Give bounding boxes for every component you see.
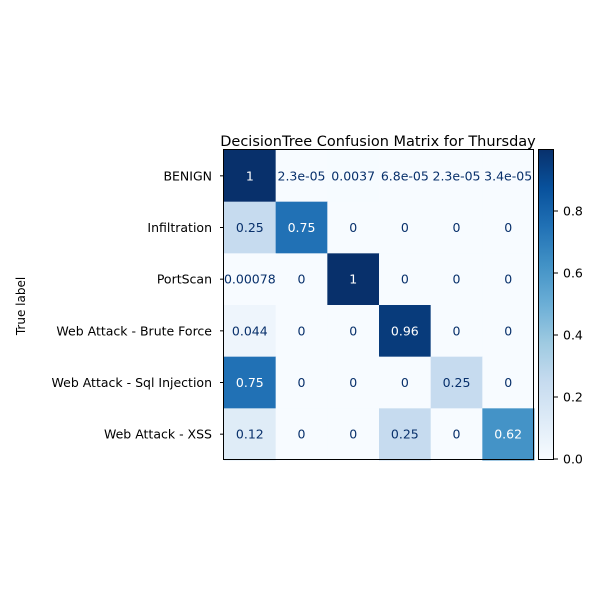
heatmap-cell [224, 150, 277, 203]
heatmap-cell [482, 201, 535, 254]
heatmap-cell [430, 356, 483, 409]
heatmap-cell [327, 201, 380, 254]
cell-value-label: 0.00078 [224, 272, 276, 287]
cell-value-label: 2.3e-05 [278, 168, 326, 183]
cell-value-label: 0.0037 [331, 168, 375, 183]
cell-labels: 1 2.3e-05 0.0037 6.8e-05 2.3e-05 3.4e-050.25 0… [224, 168, 532, 441]
heatmap-cell [224, 305, 277, 358]
heatmap-cell [379, 305, 432, 358]
cell-value-label: 0 [504, 272, 512, 287]
cell-value-label: 0 [453, 272, 461, 287]
heatmap-cell [430, 253, 483, 306]
cell-value-label: 0 [349, 323, 357, 338]
cell-value-label: 0.62 [494, 427, 522, 442]
heatmap-cell [275, 150, 328, 203]
colorbar-tick-label: 0.4 [563, 328, 583, 343]
heatmap-cell [224, 408, 277, 461]
colorbar-frame [538, 149, 554, 460]
colorbar-ticks: 0.0 0.2 0.4 0.6 0.8 [554, 204, 583, 467]
heatmap-cell [482, 408, 535, 461]
heatmap-cell [430, 305, 483, 358]
cell-value-label: 0 [349, 375, 357, 390]
heatmap-cell [430, 150, 483, 203]
heatmap-cell [430, 201, 483, 254]
cell-value-label: 0 [298, 323, 306, 338]
cell-value-label: 0 [298, 427, 306, 442]
cell-value-label: 0 [453, 427, 461, 442]
y-axis-label: True label [14, 277, 28, 336]
cell-value-label: 2.3e-05 [433, 168, 481, 183]
cell-value-label: 0 [504, 220, 512, 235]
colorbar-tick-label: 0.6 [563, 266, 583, 281]
heatmap-cell [327, 253, 380, 306]
y-tick-label: PortScan [157, 272, 212, 287]
cell-value-label: 1 [246, 168, 254, 183]
heatmap-cell [430, 408, 483, 461]
cell-value-label: 0 [349, 220, 357, 235]
y-tick-label: Web Attack - XSS [104, 427, 212, 442]
cell-value-label: 0 [298, 272, 306, 287]
heatmap-cell [327, 408, 380, 461]
chart-title: DecisionTree Confusion Matrix for Thursd… [220, 134, 536, 150]
heatmap-cell [275, 356, 328, 409]
heatmap-cell [482, 356, 535, 409]
cell-value-label: 0.12 [236, 427, 264, 442]
cell-value-label: 0.75 [236, 375, 264, 390]
y-tick-label: Web Attack - Sql Injection [52, 375, 213, 390]
cell-value-label: 0.044 [232, 323, 268, 338]
cell-value-label: 0 [401, 375, 409, 390]
heatmap-cell [482, 305, 535, 358]
cell-value-label: 0 [504, 375, 512, 390]
colorbar-tick-label: 0.0 [563, 452, 583, 467]
heatmap-cell [224, 356, 277, 409]
heatmap-cells [224, 150, 535, 461]
cell-value-label: 0 [453, 323, 461, 338]
cell-value-label: 0 [504, 323, 512, 338]
heatmap-cell [275, 253, 328, 306]
colorbar-tick-label: 0.2 [563, 390, 583, 405]
heatmap-cell [482, 150, 535, 203]
cell-value-label: 0 [298, 375, 306, 390]
heatmap-cell [275, 201, 328, 254]
heatmap-cell [275, 408, 328, 461]
heatmap-cell [379, 150, 432, 203]
cell-value-label: 0 [453, 220, 461, 235]
heatmap-cell [379, 408, 432, 461]
heatmap-cell [379, 356, 432, 409]
heatmap-cell [224, 201, 277, 254]
heatmap-cell [224, 253, 277, 306]
heatmap-cell [482, 253, 535, 306]
colorbar-tick-label: 0.8 [563, 204, 583, 219]
cell-value-label: 0.96 [391, 323, 419, 338]
cell-value-label: 0 [401, 220, 409, 235]
cell-value-label: 0.25 [391, 427, 419, 442]
heatmap-frame [223, 149, 534, 460]
heatmap-cell [379, 201, 432, 254]
y-tick-label: Infiltration [147, 220, 212, 235]
y-axis-ticks: BENIGN Infiltration PortScan Web Attack - B… [52, 168, 224, 442]
y-tick-label: BENIGN [163, 168, 212, 183]
heatmap-cell [275, 305, 328, 358]
heatmap-cell [379, 253, 432, 306]
cell-value-label: 0.25 [443, 375, 471, 390]
cell-value-label: 3.4e-05 [484, 168, 532, 183]
cell-value-label: 6.8e-05 [381, 168, 429, 183]
heatmap-cell [327, 150, 380, 203]
cell-value-label: 0.75 [288, 220, 316, 235]
cell-value-label: 1 [349, 272, 357, 287]
cell-value-label: 0.25 [236, 220, 264, 235]
heatmap-cell [327, 305, 380, 358]
y-tick-label: Web Attack - Brute Force [56, 323, 212, 338]
cell-value-label: 0 [349, 427, 357, 442]
heatmap-cell [327, 356, 380, 409]
colorbar-gradient [538, 149, 554, 459]
cell-value-label: 0 [401, 272, 409, 287]
